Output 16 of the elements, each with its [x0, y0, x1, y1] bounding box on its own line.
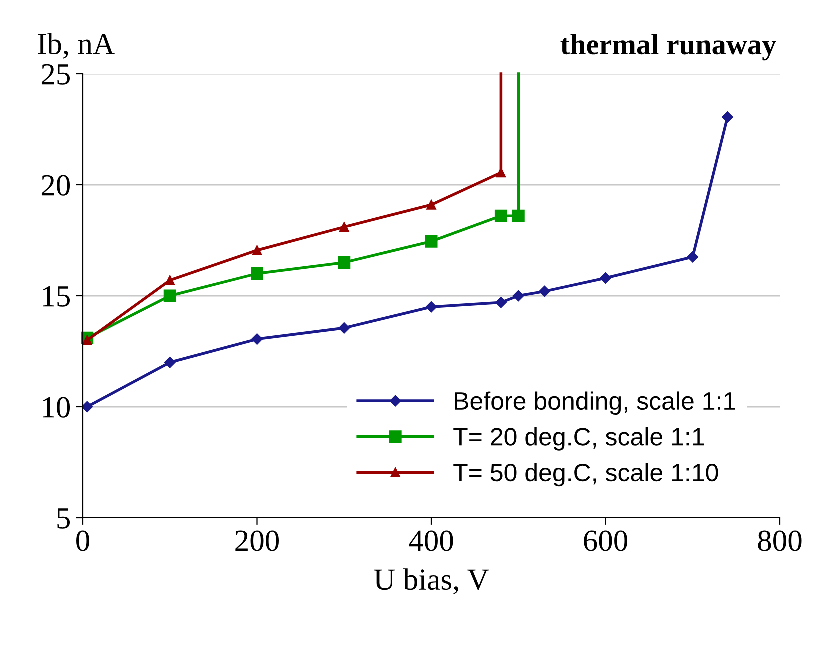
x-tick-label: 0 [76, 530, 90, 552]
y-axis-title: Ib, nA [38, 32, 115, 59]
legend-label: T= 20 deg.C, scale 1:1 [454, 428, 704, 451]
x-tick-label: 200 [236, 530, 279, 552]
y-tick-label: 5 [58, 508, 70, 529]
y-tick-label: 25 [42, 64, 70, 85]
y-tick-label: 10 [43, 397, 70, 418]
x-tick-label: 600 [584, 530, 628, 552]
legend-label: T= 50 deg.C, scale 1:10 [454, 463, 718, 487]
x-axis-title: U bias, V [374, 568, 490, 595]
x-tick-label: 800 [758, 530, 802, 552]
y-tick-label: 20 [42, 175, 70, 196]
y-tick-label: 15 [43, 286, 70, 307]
x-tick-label: 400 [409, 530, 454, 552]
text: thermal runaway [560, 34, 776, 61]
legend-label: Before bonding, scale 1:1 [455, 392, 736, 416]
